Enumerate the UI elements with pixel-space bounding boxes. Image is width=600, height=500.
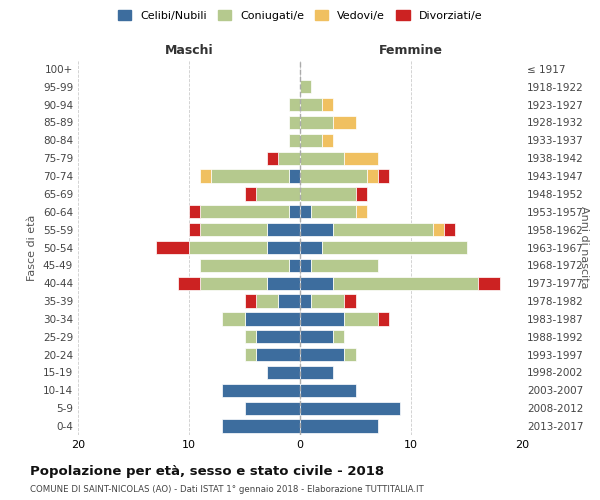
Bar bbox=[433, 223, 445, 236]
Bar bbox=[311, 258, 378, 272]
Bar bbox=[289, 116, 300, 129]
Bar bbox=[266, 223, 300, 236]
Bar bbox=[378, 170, 389, 183]
Bar bbox=[278, 152, 300, 165]
Bar bbox=[300, 312, 344, 326]
Text: Popolazione per età, sesso e stato civile - 2018: Popolazione per età, sesso e stato civil… bbox=[30, 464, 384, 477]
Bar bbox=[189, 223, 200, 236]
Bar bbox=[200, 276, 266, 290]
Bar bbox=[256, 294, 278, 308]
Text: Femmine: Femmine bbox=[379, 44, 443, 58]
Bar bbox=[256, 187, 300, 200]
Legend: Celibi/Nubili, Coniugati/e, Vedovi/e, Divorziati/e: Celibi/Nubili, Coniugati/e, Vedovi/e, Di… bbox=[113, 6, 487, 25]
Bar bbox=[344, 152, 378, 165]
Bar bbox=[189, 241, 266, 254]
Bar bbox=[344, 294, 355, 308]
Bar bbox=[300, 170, 367, 183]
Bar bbox=[300, 366, 334, 379]
Bar bbox=[156, 241, 189, 254]
Y-axis label: Anni di nascita: Anni di nascita bbox=[579, 206, 589, 289]
Bar bbox=[245, 348, 256, 362]
Bar bbox=[245, 294, 256, 308]
Bar bbox=[311, 205, 355, 218]
Bar bbox=[322, 241, 467, 254]
Bar bbox=[245, 402, 300, 415]
Bar bbox=[222, 420, 300, 433]
Bar bbox=[200, 170, 211, 183]
Bar bbox=[355, 205, 367, 218]
Bar bbox=[266, 366, 300, 379]
Bar bbox=[300, 276, 334, 290]
Bar bbox=[300, 152, 344, 165]
Bar bbox=[278, 294, 300, 308]
Bar bbox=[300, 98, 322, 112]
Y-axis label: Fasce di età: Fasce di età bbox=[28, 214, 37, 280]
Bar bbox=[300, 420, 378, 433]
Bar bbox=[334, 276, 478, 290]
Bar bbox=[300, 402, 400, 415]
Bar bbox=[266, 152, 278, 165]
Bar bbox=[222, 384, 300, 397]
Bar bbox=[300, 241, 322, 254]
Bar bbox=[334, 116, 355, 129]
Bar bbox=[344, 312, 378, 326]
Bar bbox=[355, 187, 367, 200]
Text: COMUNE DI SAINT-NICOLAS (AO) - Dati ISTAT 1° gennaio 2018 - Elaborazione TUTTITA: COMUNE DI SAINT-NICOLAS (AO) - Dati ISTA… bbox=[30, 485, 424, 494]
Bar bbox=[300, 348, 344, 362]
Bar bbox=[322, 98, 334, 112]
Bar bbox=[223, 312, 245, 326]
Bar bbox=[300, 294, 311, 308]
Bar bbox=[378, 312, 389, 326]
Bar bbox=[245, 187, 256, 200]
Bar bbox=[300, 134, 322, 147]
Bar bbox=[211, 170, 289, 183]
Bar bbox=[200, 258, 289, 272]
Bar bbox=[300, 384, 355, 397]
Bar bbox=[289, 98, 300, 112]
Bar bbox=[245, 312, 300, 326]
Bar bbox=[300, 116, 334, 129]
Bar bbox=[289, 134, 300, 147]
Bar bbox=[311, 294, 344, 308]
Bar bbox=[256, 348, 300, 362]
Bar bbox=[289, 205, 300, 218]
Bar bbox=[322, 134, 334, 147]
Bar bbox=[478, 276, 500, 290]
Bar bbox=[189, 205, 200, 218]
Bar bbox=[178, 276, 200, 290]
Bar bbox=[300, 205, 311, 218]
Bar bbox=[289, 258, 300, 272]
Bar bbox=[300, 330, 334, 344]
Bar bbox=[367, 170, 378, 183]
Bar bbox=[300, 187, 355, 200]
Bar bbox=[256, 330, 300, 344]
Bar bbox=[266, 276, 300, 290]
Bar bbox=[300, 258, 311, 272]
Text: Maschi: Maschi bbox=[164, 44, 214, 58]
Bar bbox=[444, 223, 455, 236]
Bar bbox=[200, 205, 289, 218]
Bar bbox=[334, 330, 344, 344]
Bar bbox=[245, 330, 256, 344]
Bar bbox=[200, 223, 266, 236]
Bar bbox=[334, 223, 433, 236]
Bar bbox=[289, 170, 300, 183]
Bar bbox=[300, 80, 311, 94]
Bar bbox=[266, 241, 300, 254]
Bar bbox=[300, 223, 334, 236]
Bar bbox=[344, 348, 355, 362]
